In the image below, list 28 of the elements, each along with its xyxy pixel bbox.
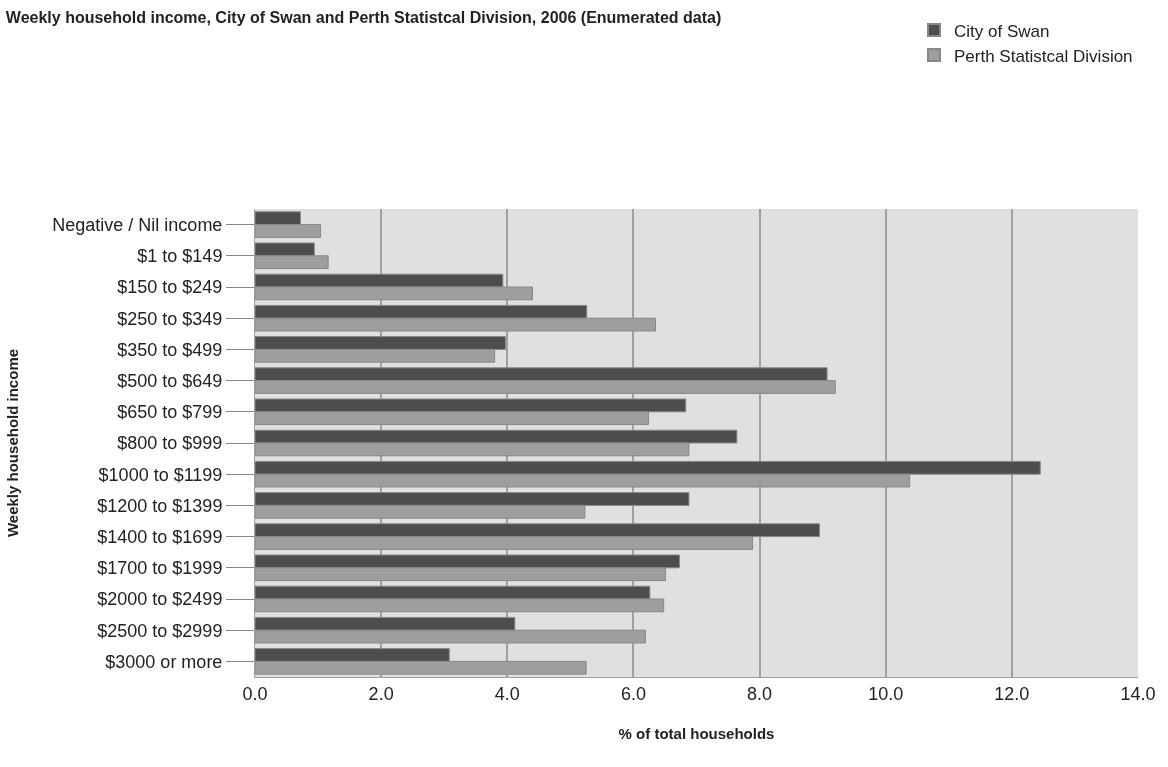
y-tick-label: $2000 to $2499 (97, 589, 223, 610)
x-tick-label: 2.0 (368, 683, 394, 704)
y-tick-label: $1000 to $1199 (98, 464, 223, 485)
x-tick-label: 14.0 (1120, 683, 1156, 704)
y-tick-label: $150 to $249 (117, 277, 223, 298)
y-tick-label: $1200 to $1399 (97, 495, 223, 516)
x-tick-label: 10.0 (868, 683, 904, 704)
x-tick-label: 12.0 (994, 683, 1030, 704)
x-tick-label: 0.0 (242, 683, 268, 704)
y-tick-label: $500 to $649 (117, 370, 223, 391)
x-tick-label: 4.0 (494, 683, 520, 704)
y-tick-label: $1400 to $1699 (97, 526, 223, 547)
y-axis-title: Weekly household income (3, 348, 21, 538)
y-tick-label: $2500 to $2999 (97, 620, 223, 641)
y-tick-label: $800 to $999 (117, 433, 223, 454)
y-tick-label: Negative / Nil income (52, 214, 223, 235)
y-tick-label: $250 to $349 (117, 308, 223, 329)
chart-title: Weekly household income, City of Swan and Perth Statistcal Division, 2006 (Enumerated data) (5, 8, 722, 26)
y-tick-label: $3000 or more (105, 651, 223, 672)
y-tick-label: $1700 to $1999 (97, 558, 223, 579)
legend-label: City of Swan (954, 21, 1050, 41)
x-tick-label: 6.0 (620, 683, 646, 704)
y-tick-label: $1 to $149 (137, 246, 223, 267)
x-axis-title: % of total households (618, 724, 775, 742)
x-tick-label: 8.0 (747, 683, 773, 704)
legend-label: Perth Statistcal Division (954, 46, 1133, 66)
y-tick-label: $650 to $799 (117, 402, 223, 423)
y-tick-label: $350 to $499 (117, 339, 223, 360)
